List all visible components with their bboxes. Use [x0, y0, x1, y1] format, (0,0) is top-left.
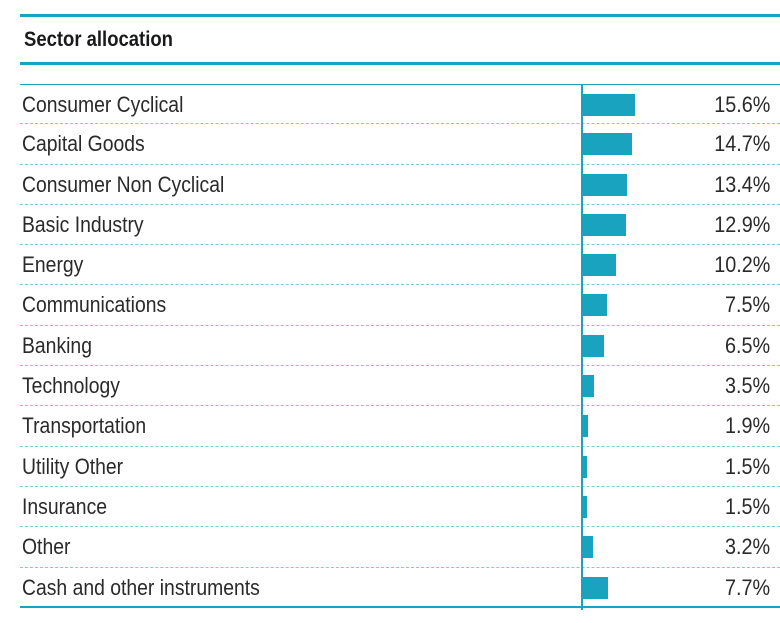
sector-allocation-panel: Sector allocation Consumer Cyclical 15.6%… [20, 14, 780, 610]
category-label: Insurance [22, 493, 108, 519]
value-label: 1.9% [724, 413, 770, 439]
value-label: 1.5% [724, 493, 770, 519]
title-rule [20, 62, 780, 65]
table-row: Energy 10.2% [20, 245, 780, 286]
category-label: Consumer Cyclical [22, 92, 184, 117]
table-row: Communications 7.5% [20, 285, 780, 326]
value-label: 7.5% [724, 292, 770, 318]
table-row: Insurance 1.5% [20, 487, 780, 528]
bar [582, 455, 588, 478]
table-row: Basic Industry 12.9% [20, 205, 780, 246]
category-label: Utility Other [22, 453, 124, 479]
bar [582, 294, 608, 317]
category-label: Basic Industry [22, 211, 144, 237]
value-label: 3.5% [724, 373, 770, 399]
value-label: 10.2% [713, 252, 770, 278]
bar [582, 576, 608, 599]
chart-title: Sector allocation [24, 28, 173, 51]
bar [582, 334, 604, 357]
bar [582, 213, 626, 236]
value-label: 15.6% [713, 92, 770, 117]
table-row: Banking 6.5% [20, 326, 780, 367]
category-label: Transportation [22, 413, 147, 439]
category-label: Other [22, 534, 71, 560]
table-row: Technology 3.5% [20, 366, 780, 407]
value-label: 7.7% [724, 574, 770, 600]
category-label: Capital Goods [22, 131, 145, 157]
bar-axis [581, 84, 583, 610]
table-row: Utility Other 1.5% [20, 447, 780, 487]
value-label: 13.4% [713, 171, 770, 197]
bar [582, 495, 588, 518]
sector-rows: Consumer Cyclical 15.6% Capital Goods 14.7%… [20, 84, 780, 608]
category-label: Communications [22, 292, 167, 318]
bar [582, 254, 617, 277]
table-row: Consumer Cyclical 15.6% [20, 84, 780, 125]
category-label: Energy [22, 252, 84, 278]
bar [582, 173, 628, 196]
value-label: 6.5% [724, 332, 770, 358]
table-row: Cash and other instruments 7.7% [20, 568, 780, 608]
table-row: Transportation 1.9% [20, 406, 780, 447]
category-label: Banking [22, 332, 92, 358]
value-label: 1.5% [724, 453, 770, 479]
value-label: 12.9% [713, 211, 770, 237]
bar [582, 415, 589, 438]
value-label: 14.7% [713, 131, 770, 157]
category-label: Cash and other instruments [22, 574, 260, 600]
table-row: Capital Goods 14.7% [20, 124, 780, 165]
bar [582, 375, 594, 398]
category-label: Consumer Non Cyclical [22, 171, 225, 197]
value-label: 3.2% [724, 534, 770, 560]
table-row: Other 3.2% [20, 527, 780, 568]
table-row: Consumer Non Cyclical 13.4% [20, 165, 780, 205]
bar [582, 536, 593, 559]
top-rule [20, 14, 780, 17]
category-label: Technology [22, 373, 120, 399]
bar [582, 133, 632, 156]
bar [582, 94, 635, 116]
